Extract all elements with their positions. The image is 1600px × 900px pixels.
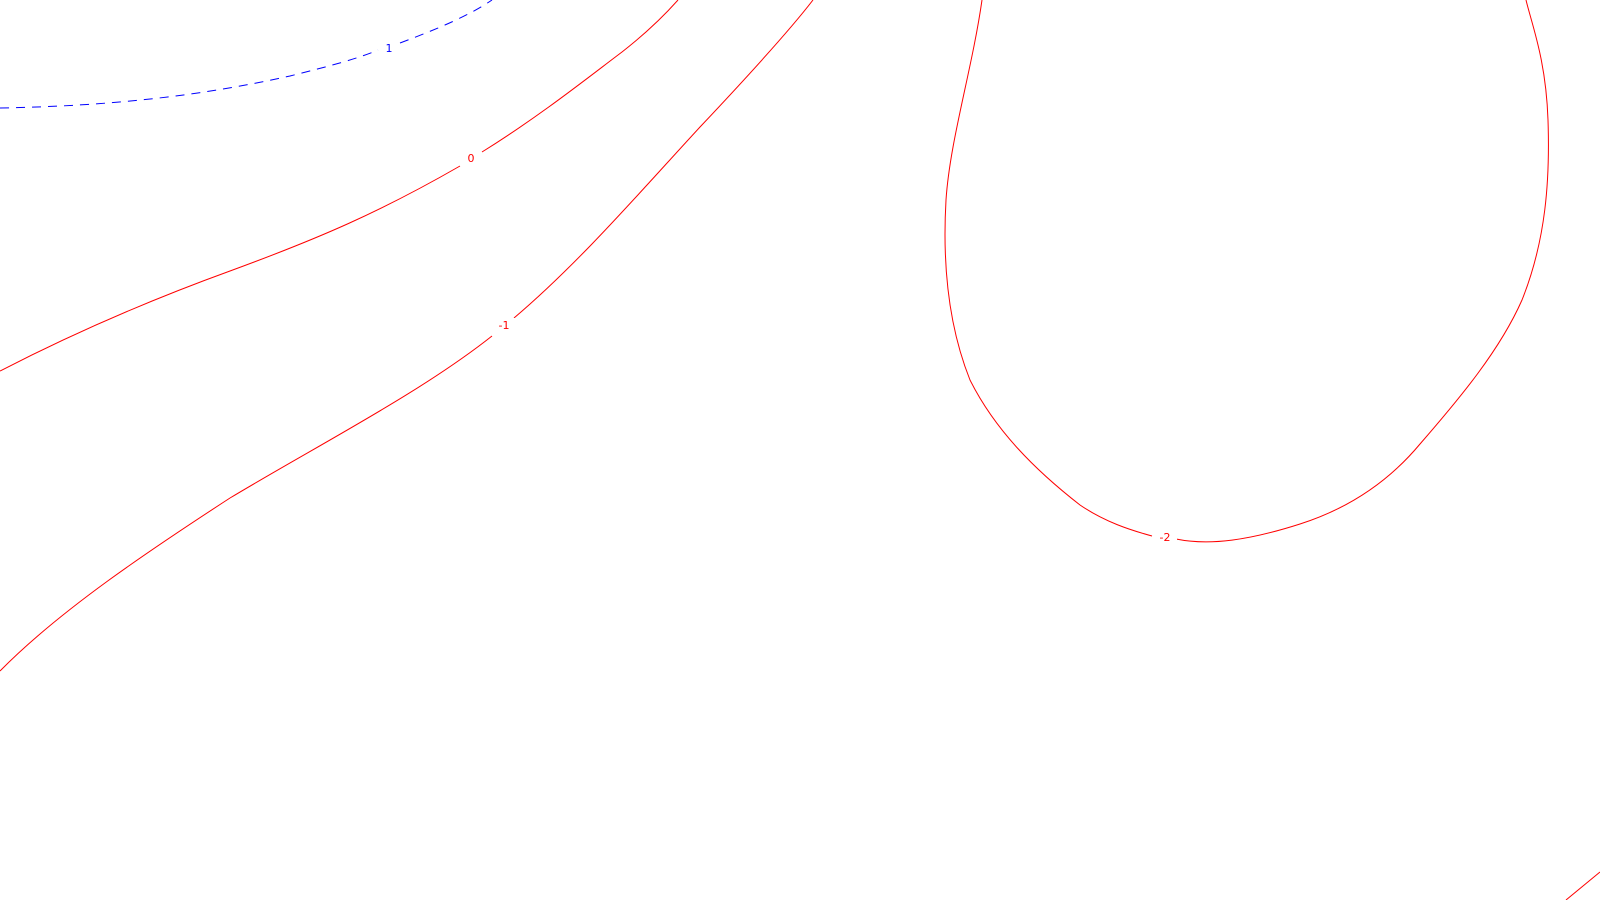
contour-label-0: 0: [468, 152, 475, 165]
contour-level-1: 1: [0, 0, 493, 109]
contour-line-0: [0, 0, 679, 372]
contour-label-bg-minus-1: [493, 318, 515, 333]
contour-line-minus-2: [944, 0, 1549, 543]
contour-level-minus-1: -1: [0, 0, 814, 672]
contour-label-minus-1: -1: [499, 319, 510, 332]
contour-fragment-bottom-right: [1565, 871, 1600, 900]
contour-line-minus-1: [0, 0, 814, 672]
contour-level-minus-2: -2: [944, 0, 1549, 545]
contour-label-1: 1: [386, 42, 393, 55]
contour-label-minus-2: -2: [1160, 531, 1171, 544]
contour-label-bg-minus-2: [1153, 530, 1177, 545]
contour-line-1: [0, 0, 493, 109]
contour-level-0: 0: [0, 0, 679, 372]
contour-label-bg-0: [462, 150, 480, 165]
contour-line-fragment: [1565, 871, 1600, 900]
contour-label-bg-1: [379, 41, 397, 55]
